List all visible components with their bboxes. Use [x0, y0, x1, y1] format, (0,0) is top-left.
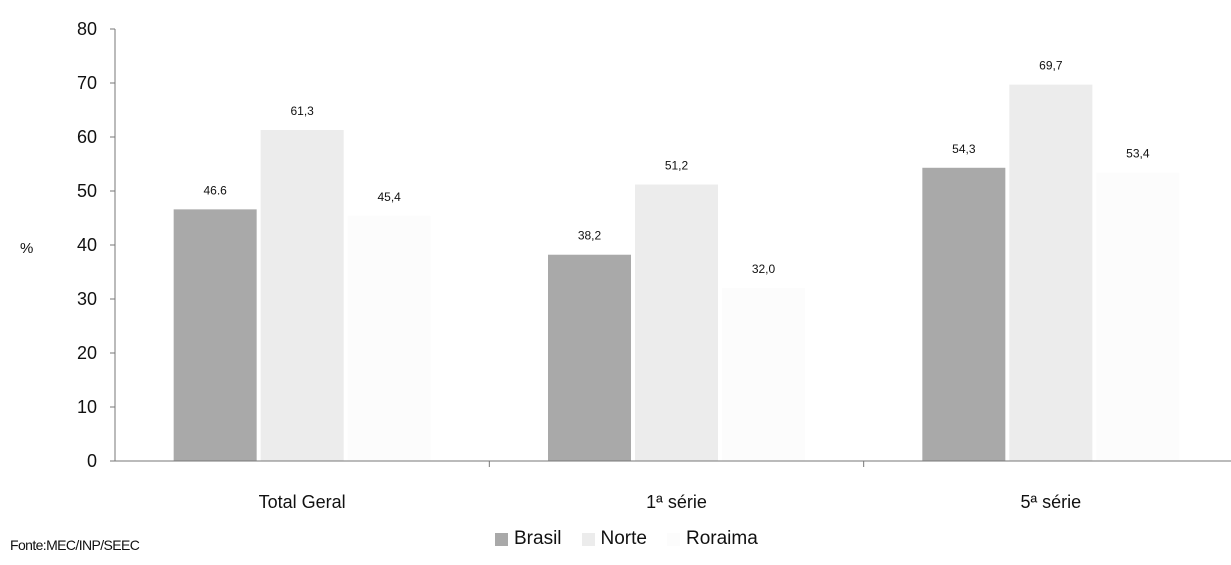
x-category-label-5-serie: 5ª série — [1020, 492, 1081, 512]
y-tick-label: 60 — [77, 127, 97, 147]
legend-swatch-roraima — [666, 532, 680, 546]
bar-norte-total-geral — [260, 129, 344, 462]
x-axis: Total Geral 1ª série 5ª série — [115, 460, 1231, 512]
y-tick-label: 30 — [77, 289, 97, 309]
data-label-roraima-5-serie: 53,4 — [1126, 147, 1150, 161]
y-tick-label: 50 — [77, 181, 97, 201]
legend-label-norte: Norte — [600, 528, 647, 549]
y-axis: 0 10 20 30 40 50 60 70 80 — [77, 19, 116, 471]
bar-brasil-total-geral — [173, 209, 257, 461]
y-tick-label: 20 — [77, 343, 97, 363]
legend-item-norte: Norte — [581, 528, 647, 550]
bar-roraima-5-serie — [1096, 172, 1180, 461]
data-labels: 46.6 61,3 45,4 38,2 51,2 32,0 54,3 69,7 53,4 — [203, 59, 1149, 277]
legend: Brasil Norte Roraima — [495, 528, 778, 550]
y-tick-label: 80 — [77, 19, 97, 39]
legend-item-roraima: Roraima — [666, 528, 758, 550]
data-label-norte-5-serie: 69,7 — [1039, 59, 1063, 73]
y-tick-label: 40 — [77, 235, 97, 255]
legend-swatch-brasil — [495, 532, 508, 546]
data-label-roraima-1-serie: 32,0 — [752, 262, 776, 276]
bar-brasil-5-serie — [922, 167, 1006, 461]
x-category-label-1-serie: 1ª série — [646, 492, 707, 512]
bars — [173, 84, 1180, 462]
source-note: Fonte:MEC/INP/SEEC — [10, 537, 140, 553]
bar-norte-1-serie — [635, 184, 718, 461]
legend-label-brasil: Brasil — [514, 528, 562, 549]
data-label-norte-total-geral: 61,3 — [290, 104, 314, 118]
y-tick-label: 10 — [77, 397, 97, 417]
bar-brasil-1-serie — [548, 254, 631, 461]
y-tick-label: 70 — [77, 73, 97, 93]
bar-roraima-total-geral — [347, 215, 431, 461]
data-label-brasil-1-serie: 38,2 — [578, 229, 602, 243]
legend-item-brasil: Brasil — [495, 528, 562, 550]
bar-norte-5-serie — [1009, 84, 1093, 462]
legend-label-roraima: Roraima — [685, 528, 758, 549]
x-category-label-total-geral: Total Geral — [259, 492, 346, 512]
bar-chart: 0 10 20 30 40 50 60 70 80 46.6 61,3 45,4 38,2 51,2 32… — [20, 19, 1231, 512]
data-label-norte-1-serie: 51,2 — [665, 159, 689, 173]
data-label-brasil-total-geral: 46.6 — [203, 183, 227, 197]
bar-roraima-1-serie — [722, 288, 805, 461]
y-axis-label: % — [20, 240, 33, 257]
y-tick-label: 0 — [87, 451, 97, 471]
data-label-brasil-5-serie: 54,3 — [952, 142, 976, 156]
data-label-roraima-total-geral: 45,4 — [377, 190, 401, 204]
legend-swatch-norte — [581, 532, 595, 546]
